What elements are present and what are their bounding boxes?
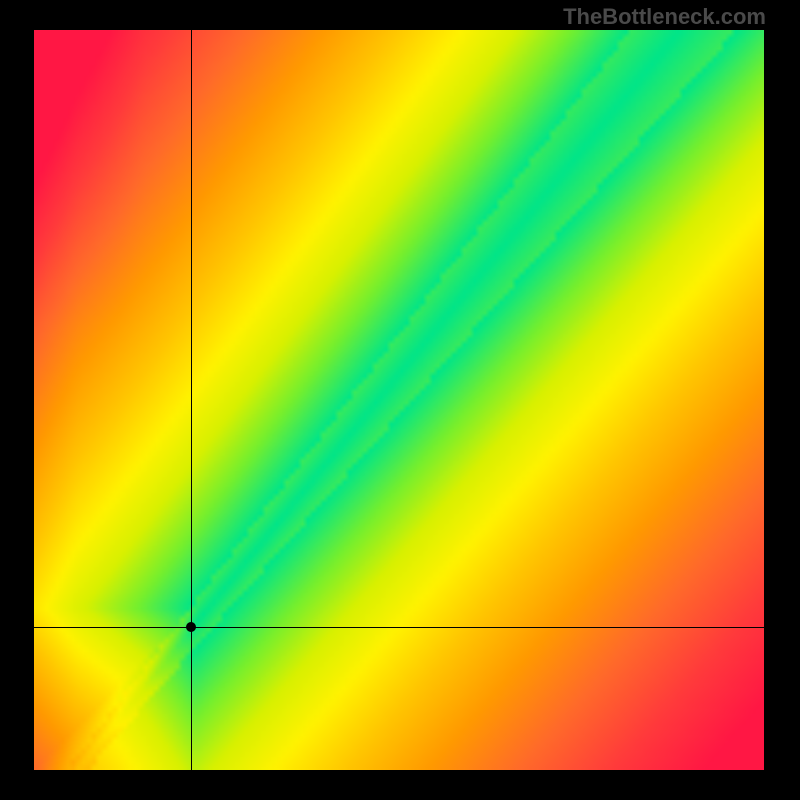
crosshair-marker-dot — [186, 622, 196, 632]
watermark-text: TheBottleneck.com — [563, 4, 766, 30]
crosshair-vertical — [191, 30, 192, 770]
crosshair-horizontal — [34, 627, 764, 628]
bottleneck-heatmap — [34, 30, 764, 770]
